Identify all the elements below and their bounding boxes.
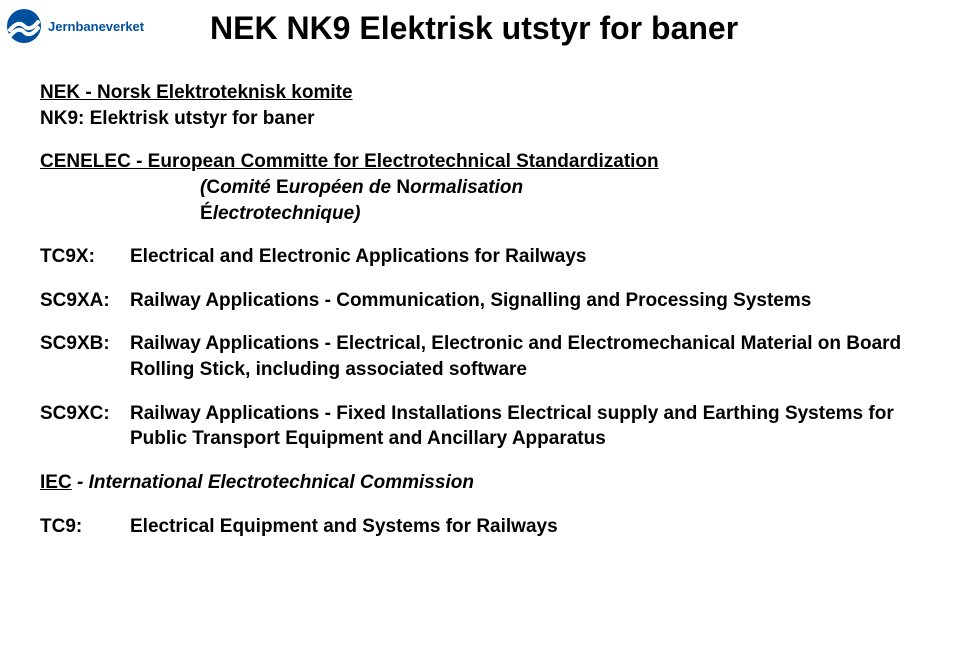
cenelec-rest3: lectrotechnique) (213, 203, 361, 224)
def-sc9xa-val: Railway Applications - Communication, Si… (130, 288, 930, 314)
def-sc9xa: SC9XA: Railway Applications - Communicat… (40, 288, 930, 314)
logo-icon (6, 8, 42, 44)
cenelec-block: CENELEC - European Committe for Electrot… (40, 149, 930, 226)
def-sc9xc-key: SC9XC: (40, 401, 130, 427)
def-tc9-key: TC9: (40, 514, 130, 540)
def-sc9xb-val: Railway Applications - Electrical, Elect… (130, 331, 930, 382)
def-sc9xb: SC9XB: Railway Applications - Electrical… (40, 331, 930, 382)
cenelec-e2: É (200, 203, 213, 224)
def-sc9xb-key: SC9XB: (40, 331, 130, 357)
def-tc9: TC9: Electrical Equipment and Systems fo… (40, 514, 930, 540)
cenelec-it1: omité (220, 177, 276, 198)
content-area: NEK - Norsk Elektroteknisk komite NK9: E… (40, 80, 930, 539)
def-tc9x-val: Electrical and Electronic Applications f… (130, 244, 930, 270)
iec-rest: - International Electrotechnical Commiss… (72, 472, 474, 493)
slide-title: NEK NK9 Elektrisk utstyr for baner (210, 10, 738, 47)
cenelec-line2: (Comité Européen de Normalisation (200, 177, 523, 198)
iec-underline: IEC (40, 472, 72, 493)
cenelec-line1: CENELEC - European Committe for Electrot… (40, 151, 659, 172)
cenelec-n: N (396, 177, 410, 198)
cenelec-line3: Électrotechnique) (200, 203, 361, 224)
logo-area: Jernbaneverket (6, 8, 144, 44)
cenelec-it3: ormalisation (410, 177, 523, 198)
nek-line2: NK9: Elektrisk utstyr for baner (40, 108, 315, 129)
def-tc9x: TC9X: Electrical and Electronic Applicat… (40, 244, 930, 270)
def-sc9xc: SC9XC: Railway Applications - Fixed Inst… (40, 401, 930, 452)
def-sc9xc-val: Railway Applications - Fixed Installatio… (130, 401, 930, 452)
def-tc9x-key: TC9X: (40, 244, 130, 270)
nek-block: NEK - Norsk Elektroteknisk komite NK9: E… (40, 80, 930, 131)
def-tc9-val: Electrical Equipment and Systems for Rai… (130, 514, 930, 540)
logo-text: Jernbaneverket (48, 19, 144, 34)
def-sc9xa-key: SC9XA: (40, 288, 130, 314)
iec-line: IEC - International Electrotechnical Com… (40, 470, 930, 496)
cenelec-e: E (276, 177, 289, 198)
nek-line1: NEK - Norsk Elektroteknisk komite (40, 82, 353, 103)
cenelec-c: C (206, 177, 220, 198)
cenelec-it2: uropéen de (289, 177, 397, 198)
